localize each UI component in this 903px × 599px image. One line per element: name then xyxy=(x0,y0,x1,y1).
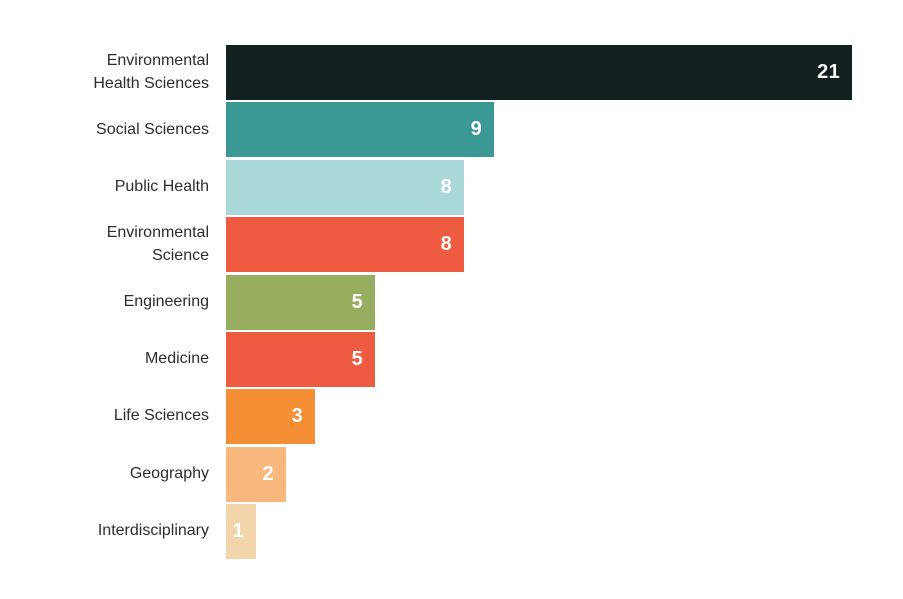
bar: 5 xyxy=(226,274,375,330)
bar-track: 3 xyxy=(226,389,903,445)
bar-value-label: 1 xyxy=(232,520,244,543)
bar: 1 xyxy=(226,504,256,560)
bar-track: 2 xyxy=(226,446,903,502)
bar-track: 5 xyxy=(226,331,903,387)
bar-track: 8 xyxy=(226,217,903,273)
bar-value-label: 8 xyxy=(440,175,452,198)
bar: 8 xyxy=(226,159,464,215)
bar: 5 xyxy=(226,331,375,387)
bar-row: Engineering 5 xyxy=(0,274,903,330)
bar-category-label: Environmental Science xyxy=(106,223,209,264)
bar-track: 1 xyxy=(226,504,903,560)
bar: 2 xyxy=(226,446,286,502)
bar: 9 xyxy=(226,102,494,158)
bar-track: 21 xyxy=(226,45,903,100)
bar-category-label: Interdisciplinary xyxy=(97,522,209,540)
bar-row: Life Sciences 3 xyxy=(0,389,903,445)
bar-row: Environmental Science 8 xyxy=(0,217,903,273)
bar-row: Environmental Health Sciences 21 xyxy=(0,45,903,100)
bar: 3 xyxy=(226,389,315,445)
bar-row: Interdisciplinary 1 xyxy=(0,504,903,560)
bar-track: 5 xyxy=(226,274,903,330)
bar-track: 8 xyxy=(226,159,903,215)
bar-value-label: 9 xyxy=(470,118,482,141)
bar-category-label: Social Sciences xyxy=(96,120,209,138)
bar-category-label: Public Health xyxy=(114,177,209,195)
bar-row: Social Sciences 9 xyxy=(0,102,903,158)
bar-value-label: 2 xyxy=(262,462,274,485)
bar-row: Medicine 5 xyxy=(0,331,903,387)
bar-value-label: 5 xyxy=(351,290,363,313)
bar-value-label: 3 xyxy=(291,405,303,428)
bar-category-label: Geography xyxy=(129,464,209,482)
bar-row: Geography 2 xyxy=(0,446,903,502)
bar-value-label: 5 xyxy=(351,347,363,370)
bar-category-label: Life Sciences xyxy=(113,407,209,425)
bar-value-label: 21 xyxy=(817,61,840,83)
bar: 8 xyxy=(226,217,464,273)
bar-row: Public Health 8 xyxy=(0,159,903,215)
bar-category-label: Engineering xyxy=(123,292,209,310)
bar-category-label: Environmental Health Sciences xyxy=(93,51,209,92)
bar-value-label: 8 xyxy=(440,233,452,256)
bar: 21 xyxy=(226,45,852,100)
bar-track: 9 xyxy=(226,102,903,158)
bar-category-label: Medicine xyxy=(144,350,209,368)
